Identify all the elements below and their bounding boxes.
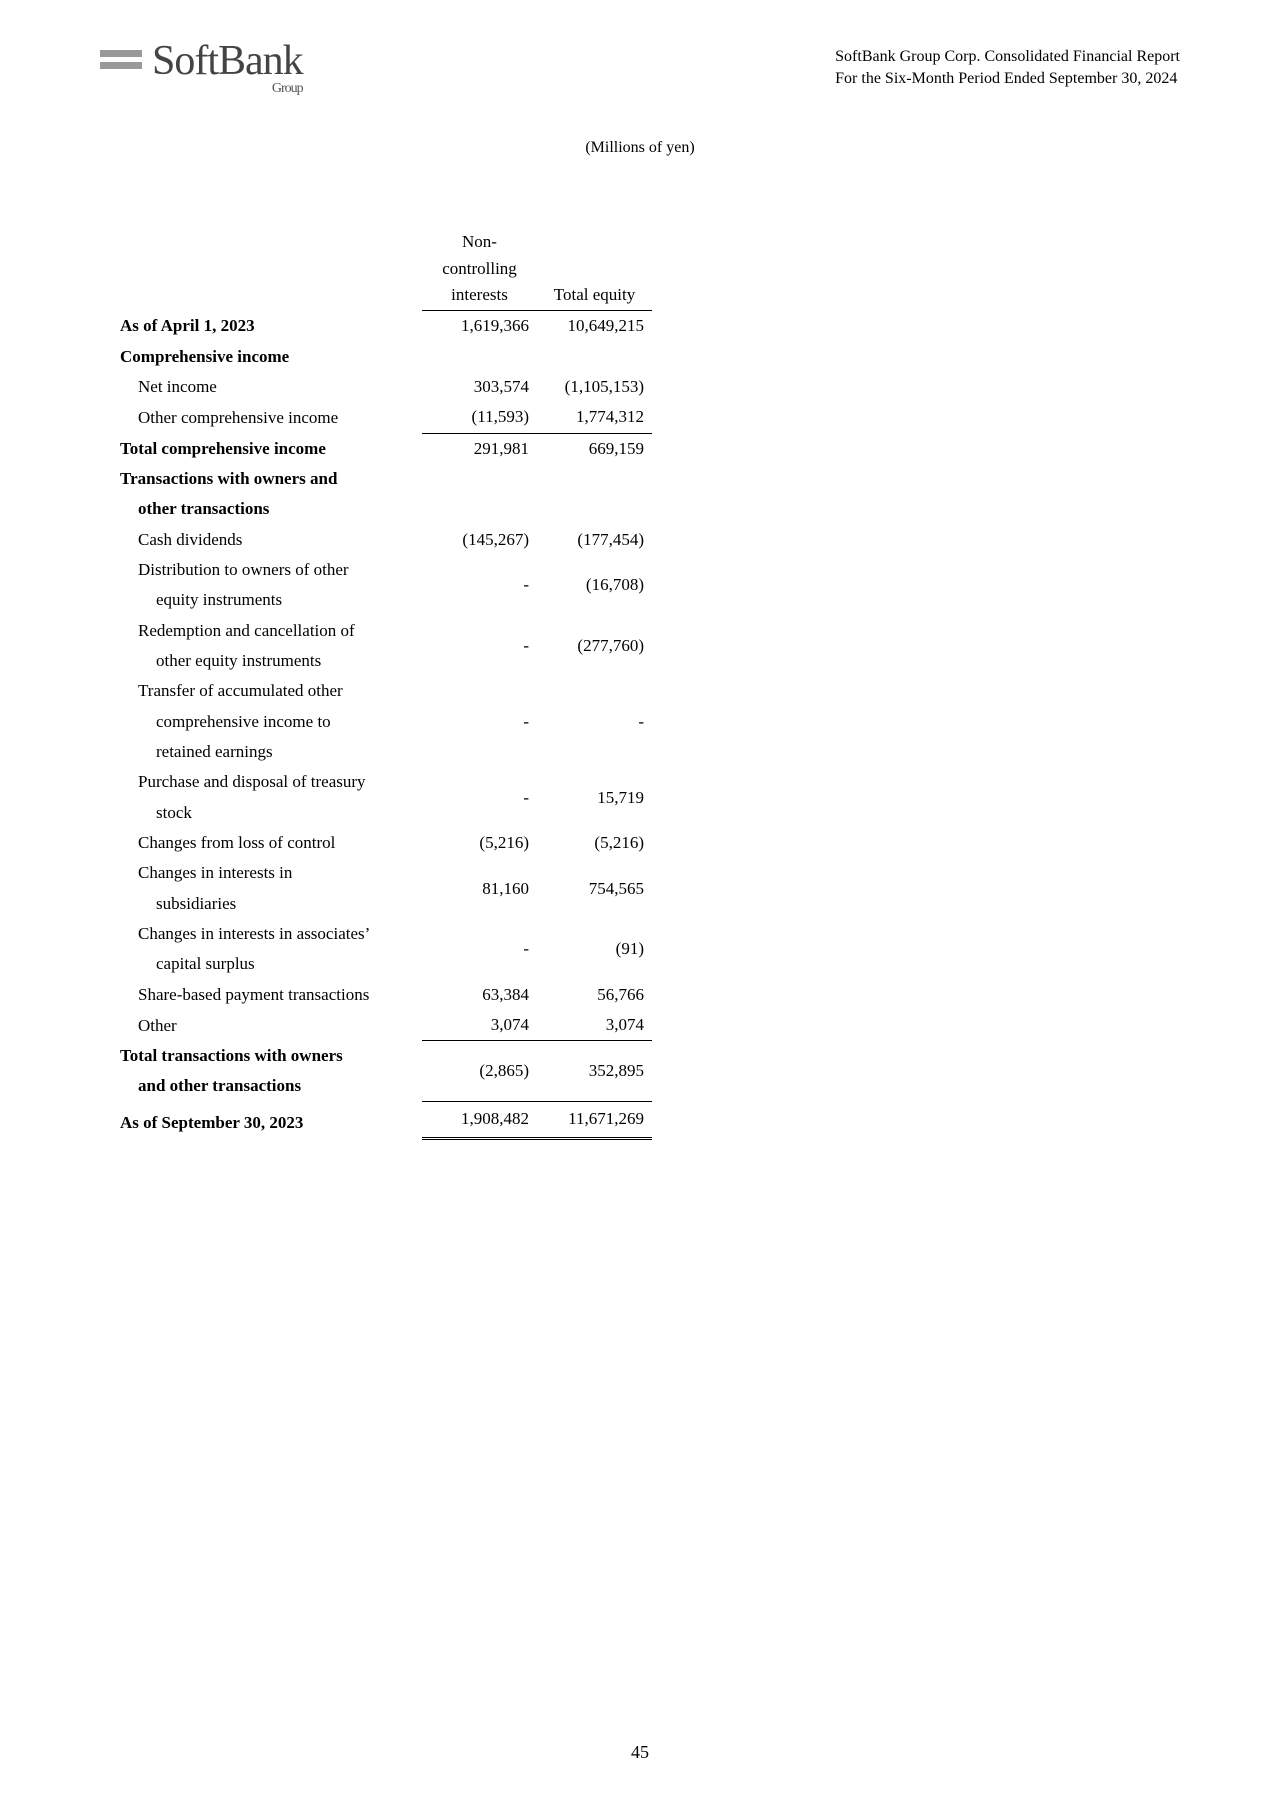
equity-changes-table: Non- controlling interests Total equity … [112,227,652,1139]
row-label: Comprehensive income [112,342,422,372]
table-row: Other comprehensive income (11,593) 1,77… [112,402,652,433]
equity-changes-table-wrap: Non- controlling interests Total equity … [112,227,1180,1139]
row-label: Distribution to owners of other [112,555,422,585]
col-header-total-equity: Total equity [537,227,652,311]
row-label: other equity instruments [112,646,422,676]
row-label: Redemption and cancellation of [112,616,422,646]
page-header: SoftBank Group SoftBank Group Corp. Cons… [100,40,1180,89]
cell-value: (277,760) [537,616,652,677]
page: SoftBank Group SoftBank Group Corp. Cons… [0,0,1280,1809]
cell-value: (145,267) [422,525,537,555]
units-note: (Millions of yen) [100,139,1180,157]
cell-value: 3,074 [422,1010,537,1041]
table-row: Purchase and disposal of treasury - 15,7… [112,767,652,797]
row-label: capital surplus [112,949,422,979]
cell-value: (5,216) [537,828,652,858]
table-row: Changes in interests in 81,160 754,565 [112,858,652,888]
cell-value: (5,216) [422,828,537,858]
table-row: Transfer of accumulated other - - [112,676,652,706]
table-row: Comprehensive income [112,342,652,372]
cell-value: - [422,616,537,677]
row-label: subsidiaries [112,889,422,919]
cell-value: 303,574 [422,372,537,402]
row-label: Changes in interests in associates’ [112,919,422,949]
row-label: retained earnings [112,737,422,767]
page-number: 45 [0,1742,1280,1763]
cell-value: 1,619,366 [422,311,537,342]
table-row: Distribution to owners of other - (16,70… [112,555,652,585]
row-label: comprehensive income to [112,707,422,737]
col-header-nci: Non- controlling interests [422,227,537,311]
cell-value: - [537,676,652,767]
row-label: Share-based payment transactions [112,980,422,1010]
table-row: Total comprehensive income 291,981 669,1… [112,433,652,464]
table-row: Other 3,074 3,074 [112,1010,652,1041]
table-row: other transactions [112,494,652,524]
row-label: other transactions [112,494,422,524]
row-label: Transactions with owners and [112,464,422,494]
cell-value: 63,384 [422,980,537,1010]
report-title-block: SoftBank Group Corp. Consolidated Financ… [835,46,1180,89]
table-row: Total transactions with owners (2,865) 3… [112,1041,652,1071]
cell-value: - [422,919,537,980]
cell-value: 56,766 [537,980,652,1010]
table-row: Redemption and cancellation of - (277,76… [112,616,652,646]
cell-value: 10,649,215 [537,311,652,342]
row-label: Other [112,1010,422,1041]
cell-value: (11,593) [422,402,537,433]
table-row: Share-based payment transactions 63,384 … [112,980,652,1010]
cell-value: - [422,555,537,616]
logo-main-text: SoftBank [152,38,303,84]
logo-wordmark: SoftBank Group [152,40,303,82]
table-row: Net income 303,574 (1,105,153) [112,372,652,402]
table-row: Transactions with owners and [112,464,652,494]
report-title-line2: For the Six-Month Period Ended September… [835,68,1180,90]
logo-sub-text: Group [272,82,303,96]
row-label: Total transactions with owners [112,1041,422,1071]
cell-value: (91) [537,919,652,980]
cell-value: - [422,767,537,828]
table-row: Cash dividends (145,267) (177,454) [112,525,652,555]
cell-value: (177,454) [537,525,652,555]
table-header-row: Non- controlling interests Total equity [112,227,652,311]
company-logo: SoftBank Group [100,40,303,82]
row-label: Total comprehensive income [112,433,422,464]
cell-value: 11,671,269 [537,1102,652,1138]
table-row: As of April 1, 2023 1,619,366 10,649,215 [112,311,652,342]
cell-value: 669,159 [537,433,652,464]
cell-value: (16,708) [537,555,652,616]
report-title-line1: SoftBank Group Corp. Consolidated Financ… [835,46,1180,68]
row-label: stock [112,798,422,828]
row-label: Other comprehensive income [112,402,422,433]
table-row: Changes from loss of control (5,216) (5,… [112,828,652,858]
logo-bars-icon [100,50,142,69]
row-label: equity instruments [112,585,422,615]
cell-value: (2,865) [422,1041,537,1102]
row-label: Cash dividends [112,525,422,555]
cell-value: 3,074 [537,1010,652,1041]
row-label: Purchase and disposal of treasury [112,767,422,797]
row-label: and other transactions [112,1071,422,1101]
cell-value: 1,908,482 [422,1102,537,1138]
cell-value: 352,895 [537,1041,652,1102]
cell-value: 291,981 [422,433,537,464]
row-label: Changes in interests in [112,858,422,888]
row-label: Changes from loss of control [112,828,422,858]
cell-value: 754,565 [537,858,652,919]
cell-value: 1,774,312 [537,402,652,433]
cell-value: 15,719 [537,767,652,828]
table-row: As of September 30, 2023 1,908,482 11,67… [112,1102,652,1138]
row-label: As of September 30, 2023 [112,1102,422,1138]
cell-value: 81,160 [422,858,537,919]
row-label: Transfer of accumulated other [112,676,422,706]
row-label: As of April 1, 2023 [112,311,422,342]
cell-value: (1,105,153) [537,372,652,402]
table-row: Changes in interests in associates’ - (9… [112,919,652,949]
cell-value: - [422,676,537,767]
row-label: Net income [112,372,422,402]
